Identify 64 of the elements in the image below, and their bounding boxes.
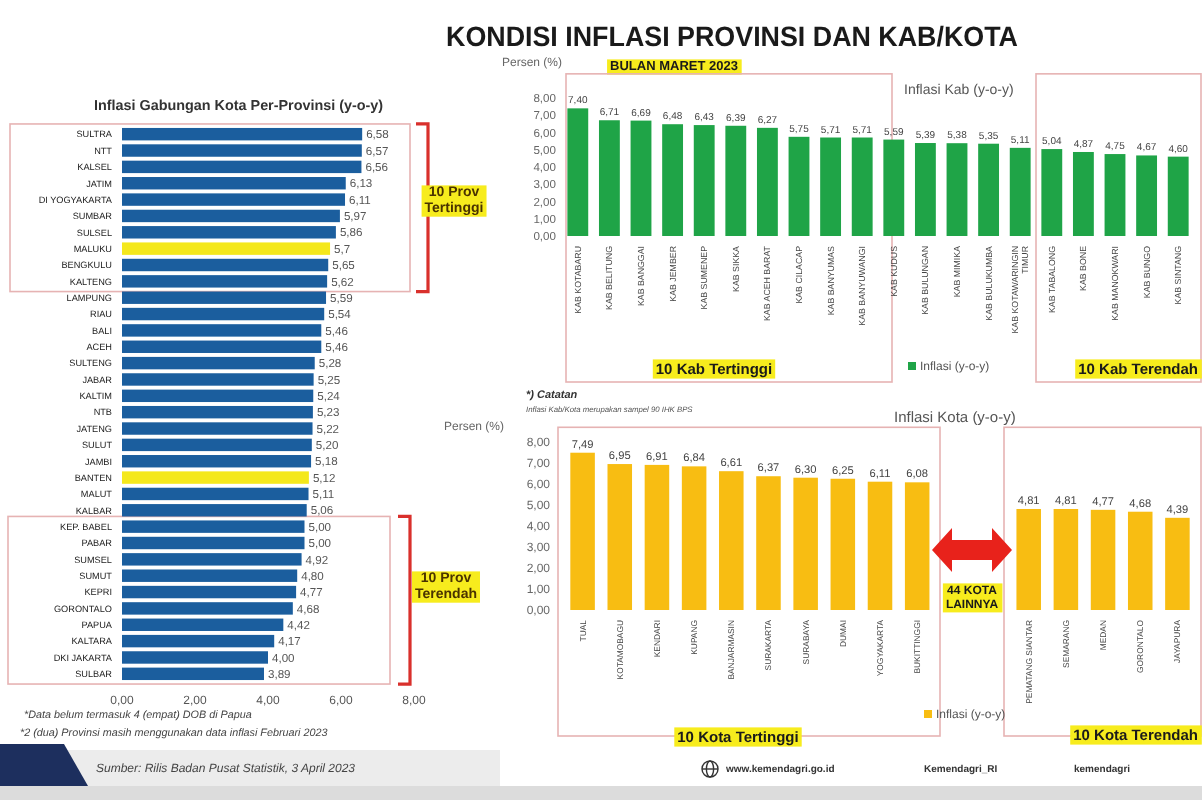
bar	[914, 143, 936, 236]
bar	[793, 477, 818, 610]
bar	[122, 324, 322, 337]
bar	[883, 139, 905, 236]
bar	[122, 389, 314, 403]
bar	[122, 307, 325, 321]
bar	[1127, 511, 1153, 610]
bar	[1016, 508, 1041, 610]
bar	[122, 258, 329, 272]
bar	[756, 127, 778, 236]
bar	[122, 177, 346, 190]
bar	[867, 481, 893, 610]
bar	[122, 405, 313, 419]
bar	[567, 108, 589, 236]
bar	[1104, 154, 1126, 236]
bar	[122, 667, 264, 681]
bar	[122, 226, 336, 239]
bar	[122, 340, 322, 353]
bar	[122, 536, 305, 550]
bar	[607, 464, 633, 610]
bar	[1167, 156, 1189, 236]
bar	[1041, 149, 1063, 236]
bar	[1090, 509, 1116, 610]
bar	[644, 464, 670, 610]
bar	[122, 602, 293, 615]
bar	[946, 143, 968, 236]
bar	[788, 136, 810, 236]
bar	[820, 137, 842, 236]
bar	[725, 125, 747, 236]
bar	[570, 452, 595, 610]
bar	[122, 356, 315, 370]
bar	[122, 634, 275, 648]
bar	[904, 482, 930, 610]
bar	[1053, 508, 1079, 610]
bar	[719, 471, 744, 610]
bar	[122, 422, 313, 435]
bar	[122, 618, 284, 631]
bar	[851, 137, 873, 236]
bar	[1072, 151, 1094, 236]
bar	[1009, 147, 1031, 236]
bar	[681, 466, 707, 610]
bar	[122, 209, 340, 223]
bar	[122, 487, 309, 501]
bar	[122, 160, 362, 174]
bar	[830, 478, 856, 610]
bar	[122, 585, 297, 599]
bar	[122, 242, 331, 255]
bar	[693, 125, 715, 236]
bar	[1136, 155, 1158, 236]
bar	[122, 127, 363, 141]
bar	[122, 471, 309, 484]
bar	[122, 651, 268, 664]
bar	[978, 143, 1000, 236]
bar	[122, 144, 362, 157]
bar	[662, 124, 684, 236]
bar	[122, 373, 314, 386]
bar	[1165, 517, 1190, 610]
bar	[122, 455, 312, 468]
bar	[122, 438, 312, 452]
bar	[598, 120, 620, 236]
bar	[756, 476, 781, 610]
text: KONDISI INFLASI PROVINSI DAN KAB/KOTA	[446, 20, 1043, 52]
bar	[630, 120, 652, 236]
bar	[122, 193, 346, 206]
